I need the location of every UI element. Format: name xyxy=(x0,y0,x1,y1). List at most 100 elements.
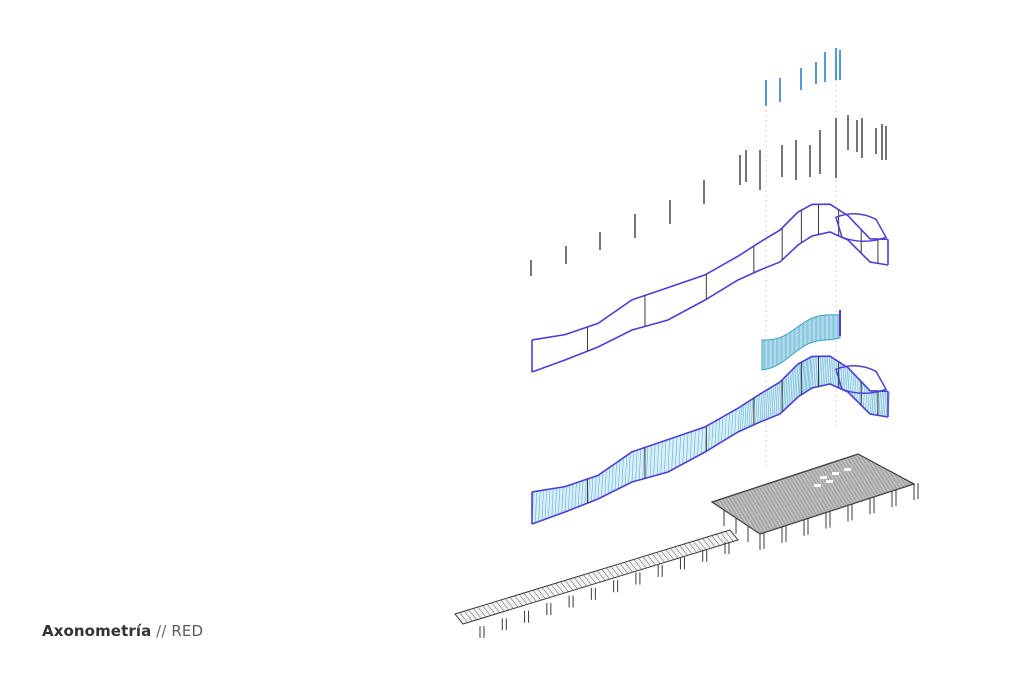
mesh-hatch xyxy=(544,489,547,520)
platform-plank xyxy=(739,471,891,521)
mesh-hatch xyxy=(785,376,788,409)
mesh-hatch xyxy=(568,485,571,511)
mesh-hatch xyxy=(711,423,714,449)
platform-plank xyxy=(746,475,899,526)
walkway-slat xyxy=(596,570,606,581)
walkway-slat xyxy=(473,608,482,619)
walkway-slat xyxy=(693,541,702,552)
platform-plank xyxy=(720,459,868,508)
walkway-slat xyxy=(509,597,519,608)
mesh-hatch xyxy=(689,432,692,461)
mesh-hatch xyxy=(858,379,861,404)
walkway-slat xyxy=(454,613,464,625)
mesh-hatch xyxy=(577,482,580,507)
mesh-hatch xyxy=(656,443,659,476)
walkway-slat xyxy=(601,569,610,580)
walkway-slat xyxy=(505,598,514,609)
platform-plank xyxy=(729,465,880,515)
mesh-hatch xyxy=(765,390,768,420)
walkway-slat xyxy=(459,612,468,623)
mesh-hatch xyxy=(884,391,887,417)
mesh-hatch xyxy=(584,479,587,505)
mesh-hatch xyxy=(845,366,848,392)
mesh-hatch xyxy=(799,363,802,397)
mesh-hatch xyxy=(755,396,758,425)
mesh-hatch xyxy=(614,463,617,491)
walkway-slat xyxy=(725,531,734,542)
mesh-hatch xyxy=(854,374,857,399)
mesh-hatch xyxy=(801,361,804,395)
mesh-hatch xyxy=(767,389,770,419)
platform-plank xyxy=(735,468,887,519)
mesh-hatch xyxy=(833,358,836,386)
mesh-hatch xyxy=(731,411,734,437)
mesh-hatch xyxy=(746,402,749,429)
mesh-hatch xyxy=(824,356,827,386)
mesh-hatch xyxy=(771,386,774,418)
platform-plank xyxy=(753,480,908,531)
mesh-hatch xyxy=(773,385,776,417)
mesh-hatch xyxy=(693,430,696,459)
mesh-hatch xyxy=(646,446,649,479)
platform-plank xyxy=(755,480,909,532)
platform-plank xyxy=(726,462,875,512)
mesh-hatch xyxy=(865,386,868,410)
mesh-hatch xyxy=(797,364,800,398)
frame-bottom-edge xyxy=(531,231,889,373)
mesh-hatch xyxy=(842,364,845,390)
mesh-hatch xyxy=(763,391,766,421)
walkway-slat xyxy=(573,577,583,588)
platform-plank xyxy=(734,468,885,518)
platform-plank xyxy=(715,456,863,505)
mesh-end-loop xyxy=(835,365,888,395)
mesh-fill xyxy=(532,356,888,524)
mesh-hatch xyxy=(701,428,704,455)
platform-plank xyxy=(713,454,860,504)
platform-plank xyxy=(752,479,906,530)
walkway-slat xyxy=(702,538,711,549)
mesh-hatch xyxy=(806,359,809,392)
mesh-hatch xyxy=(604,470,607,496)
caption-separator: // xyxy=(151,622,172,640)
mesh-hatch xyxy=(827,356,830,385)
mesh-hatch xyxy=(838,361,841,389)
mesh-hatch xyxy=(635,450,638,482)
walkway-slat xyxy=(638,557,647,569)
walkway-slat xyxy=(651,553,661,564)
mesh-hatch xyxy=(813,356,816,388)
platform-plank xyxy=(728,464,878,514)
walkway-slat xyxy=(706,536,716,548)
platform-plank xyxy=(740,471,892,522)
walkway-slat xyxy=(578,576,587,587)
platform-plank xyxy=(751,478,905,529)
mesh-hatch xyxy=(591,477,594,502)
mesh-hatch xyxy=(737,408,740,433)
platform-plank xyxy=(733,467,884,517)
walkway-slat xyxy=(532,590,542,601)
mesh-hatch xyxy=(826,356,829,385)
mesh-hatch xyxy=(664,440,667,474)
mesh-hatch xyxy=(882,391,885,417)
layer-deck-platform xyxy=(454,453,919,638)
mesh-hatch xyxy=(869,390,872,415)
walkway-slat xyxy=(560,581,569,592)
platform-plank xyxy=(732,466,882,516)
mesh-hatch xyxy=(554,488,557,516)
mesh-hatch xyxy=(820,356,823,387)
platform-plank xyxy=(743,473,895,524)
mesh-top-edge xyxy=(531,355,889,493)
walkway-slat xyxy=(491,602,500,613)
mesh-hatch xyxy=(621,458,624,488)
walkway-slat xyxy=(683,543,693,555)
walkway-slat xyxy=(716,534,725,545)
mesh-hatch xyxy=(649,445,652,478)
mesh-hatch xyxy=(759,394,762,423)
mesh-hatch xyxy=(739,406,742,432)
mesh-hatch xyxy=(594,476,597,501)
platform-plank xyxy=(727,463,877,513)
walkway-slat xyxy=(537,588,546,599)
mesh-hatch xyxy=(628,454,631,484)
walkway-slat xyxy=(546,585,555,597)
walkway-slat xyxy=(674,546,684,557)
